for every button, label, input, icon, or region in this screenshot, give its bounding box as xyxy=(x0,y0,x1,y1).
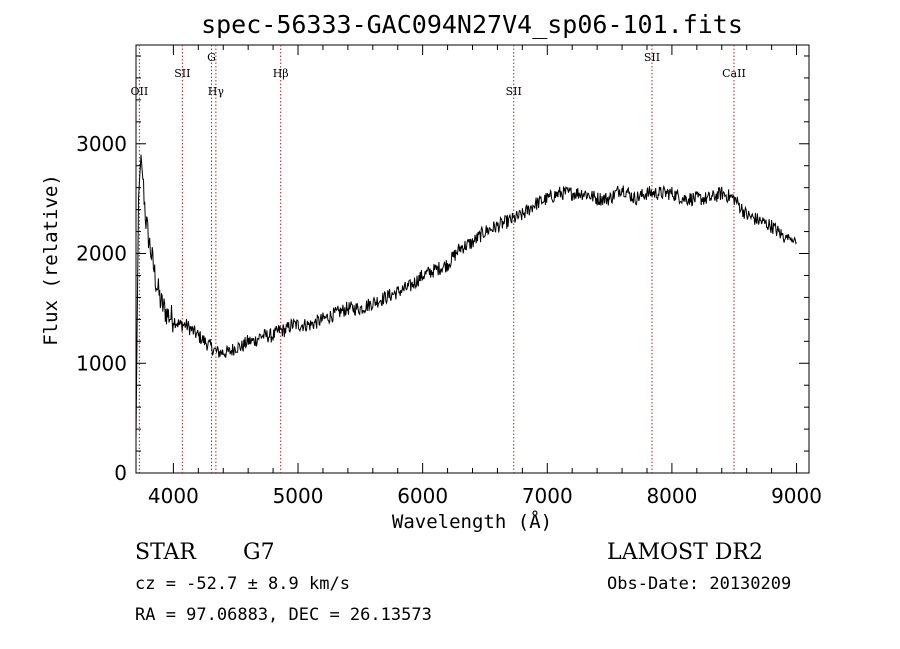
spectrum-line xyxy=(135,154,797,441)
y-tick-label: 3000 xyxy=(76,132,127,156)
sky-coordinates: RA = 97.06883, DEC = 26.13573 xyxy=(135,605,432,625)
x-axis-label: Wavelength (Å) xyxy=(392,510,552,533)
redshift-velocity: cz = -52.7 ± 8.9 km/s xyxy=(135,574,350,594)
x-tick-label: 9000 xyxy=(771,484,822,508)
x-tick-label: 6000 xyxy=(397,484,448,508)
x-tick-label: 7000 xyxy=(522,484,573,508)
line-label-7: CaII xyxy=(722,67,746,80)
line-label-6: SII xyxy=(644,51,660,64)
info-panel: STAR G7 LAMOST DR2 cz = -52.7 ± 8.9 km/s… xyxy=(135,540,791,625)
line-label-4: Hβ xyxy=(273,67,289,80)
line-label-0: OII xyxy=(131,85,149,98)
x-tick-label: 5000 xyxy=(273,484,324,508)
x-tick-label: 8000 xyxy=(646,484,697,508)
y-axis-label: Flux (relative) xyxy=(40,174,62,346)
y-tick-label: 1000 xyxy=(76,351,127,375)
spectral-line-markers xyxy=(138,45,735,473)
plot-frame xyxy=(135,44,810,474)
object-subclass: G7 xyxy=(243,540,275,565)
line-label-2: G xyxy=(207,51,216,64)
x-tick-label: 4000 xyxy=(148,484,199,508)
object-class: STAR xyxy=(135,540,197,565)
plot-area: OII SII G Hγ Hβ SII SII CaII 4000 5000 6000 7000 80… xyxy=(76,44,822,508)
observation-date: Obs-Date: 20130209 xyxy=(607,574,791,594)
y-tick-label: 2000 xyxy=(76,242,127,266)
line-label-5: SII xyxy=(506,85,522,98)
x-axis-ticks: 4000 5000 6000 7000 8000 9000 xyxy=(148,45,822,508)
spectral-line-labels: OII SII G Hγ Hβ SII SII CaII xyxy=(131,51,746,98)
y-axis-ticks: 0 1000 2000 3000 xyxy=(76,55,809,485)
chart-title: spec-56333-GAC094N27V4_sp06-101.fits xyxy=(201,10,743,39)
y-tick-label: 0 xyxy=(114,461,127,485)
survey-name: LAMOST DR2 xyxy=(607,540,763,565)
line-label-3: Hγ xyxy=(208,85,225,98)
line-label-1: SII xyxy=(174,67,190,80)
